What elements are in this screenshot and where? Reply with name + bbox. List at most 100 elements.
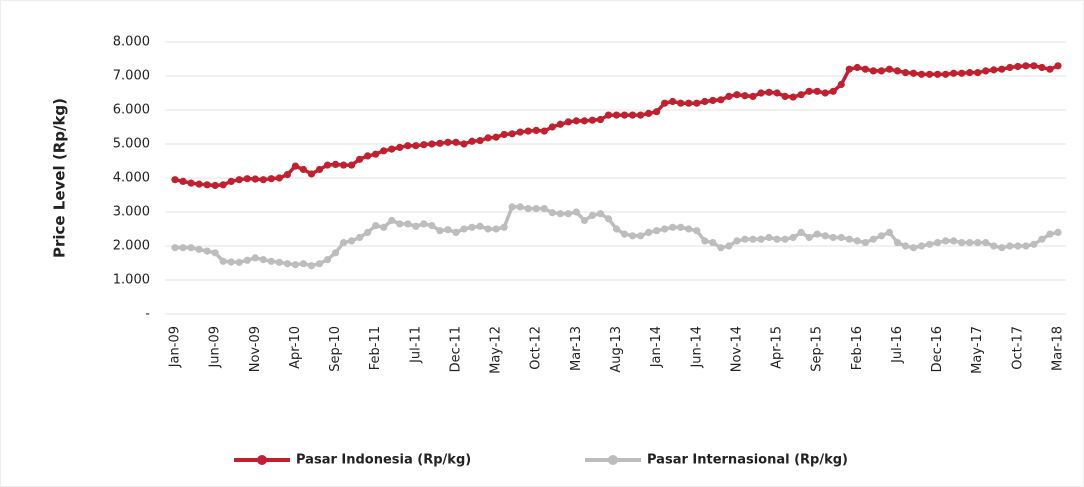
data-point (685, 99, 693, 107)
legend-label: Pasar Indonesia (Rp/kg) (296, 453, 471, 468)
data-point (588, 116, 597, 124)
data-point (709, 239, 717, 247)
x-tick-label: Jun-09 (208, 326, 223, 369)
data-point (861, 65, 869, 73)
data-point (356, 155, 364, 163)
data-point (179, 177, 187, 185)
data-point (380, 147, 388, 155)
x-tick-label: Apr-10 (288, 326, 303, 369)
data-point (669, 223, 677, 231)
data-point (604, 215, 613, 223)
data-point (243, 256, 251, 264)
data-point (1054, 228, 1062, 236)
data-point (628, 232, 637, 240)
data-point (476, 222, 484, 230)
data-point (1046, 230, 1054, 238)
data-point (372, 150, 380, 158)
data-point (484, 225, 492, 233)
data-point (845, 235, 853, 243)
data-point (596, 210, 605, 218)
data-point (1022, 242, 1030, 250)
data-point (693, 99, 701, 107)
data-point (436, 139, 444, 147)
data-point (612, 225, 621, 233)
y-axis-label: Price Level (Rp/kg) (51, 98, 69, 258)
x-tick-label: Mar-13 (569, 326, 584, 371)
data-point (532, 205, 540, 213)
data-point (998, 65, 1006, 73)
data-point (203, 247, 211, 255)
x-tick-label: Sep-10 (328, 326, 343, 372)
data-point (315, 165, 324, 174)
data-point (781, 235, 789, 243)
data-point (452, 138, 460, 146)
x-tick-label: Apr-15 (770, 326, 785, 369)
data-point (323, 256, 332, 264)
data-point (500, 130, 508, 139)
data-point (540, 127, 548, 135)
data-point (267, 175, 275, 183)
data-point (1014, 242, 1022, 250)
data-point (1046, 65, 1054, 73)
data-point (789, 233, 797, 242)
data-point (909, 244, 918, 252)
data-point (339, 239, 348, 247)
data-point (797, 91, 805, 99)
data-point (982, 239, 990, 247)
data-point (1054, 62, 1062, 70)
data-point (508, 203, 516, 211)
data-point (235, 176, 243, 184)
data-point (805, 233, 813, 242)
x-tick-label: Jan-09 (168, 326, 183, 368)
data-point (564, 118, 572, 126)
data-point (958, 239, 966, 247)
data-point (356, 233, 364, 242)
data-point (331, 160, 340, 168)
data-point (1030, 62, 1038, 70)
data-point (693, 227, 701, 235)
x-tick-label: Feb-16 (850, 326, 865, 370)
data-point (1030, 240, 1038, 248)
data-point (1014, 62, 1022, 71)
data-point (733, 91, 741, 99)
y-tick-label: 5.000 (113, 137, 150, 152)
data-point (933, 70, 942, 78)
data-point (219, 181, 227, 189)
data-point (348, 161, 356, 169)
data-point (580, 117, 588, 125)
data-point (733, 237, 741, 245)
data-point (765, 233, 773, 242)
y-tick-label: 6.000 (113, 103, 150, 118)
legend-marker (257, 455, 267, 465)
data-point (709, 96, 717, 105)
data-point (460, 225, 468, 233)
data-point (749, 235, 757, 243)
data-point (468, 223, 476, 231)
data-point (661, 225, 669, 233)
data-point (580, 216, 588, 225)
data-point (990, 66, 998, 74)
data-point (893, 239, 902, 247)
data-point (966, 69, 974, 77)
x-tick-label: Oct-17 (1010, 326, 1025, 370)
x-tick-label: May-12 (489, 326, 504, 374)
data-point (267, 257, 275, 265)
data-point (219, 257, 227, 265)
data-point (974, 69, 982, 77)
data-point (283, 171, 291, 179)
data-point (741, 92, 749, 100)
data-point (677, 223, 685, 231)
data-point (492, 225, 500, 233)
data-point (436, 227, 444, 235)
data-point (468, 137, 476, 145)
data-point (412, 142, 420, 150)
data-point (444, 226, 452, 234)
data-point (990, 242, 998, 250)
data-point (291, 162, 300, 170)
data-point (195, 180, 203, 188)
x-tick-label: Jan-14 (649, 326, 664, 368)
data-point (211, 181, 219, 190)
data-point (516, 128, 524, 136)
legend-marker (608, 455, 618, 465)
